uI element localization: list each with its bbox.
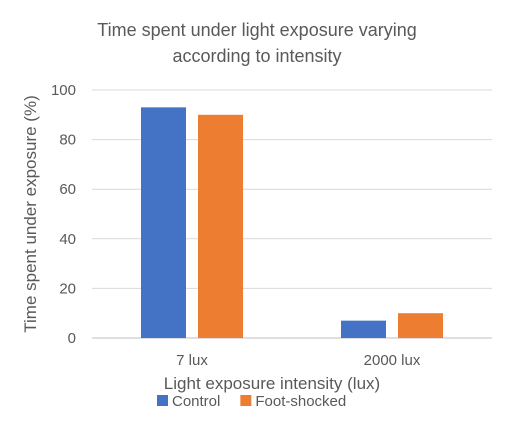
y-tick-label: 100 <box>51 82 76 99</box>
y-tick-label: 60 <box>59 181 76 198</box>
bar-control-1 <box>341 320 386 338</box>
y-axis-title: Time spent under exposure (%) <box>21 95 40 332</box>
legend: Control Foot-shocked <box>157 393 346 410</box>
legend-swatch <box>157 395 168 406</box>
bar-foot-shocked-0 <box>198 114 243 338</box>
chart-title-line-2: according to intensity <box>172 46 341 66</box>
legend-swatch <box>240 395 252 406</box>
bars <box>141 107 443 338</box>
y-tick-label: 20 <box>59 280 76 297</box>
x-axis-title: Light exposure intensity (lux) <box>164 374 380 393</box>
y-tick-label: 80 <box>59 132 76 149</box>
legend-label: Foot-shocked <box>255 393 346 410</box>
bar-control-0 <box>141 107 186 338</box>
y-tick-label: 40 <box>59 231 76 248</box>
y-tick-label: 0 <box>68 330 76 347</box>
chart-title-line-1: Time spent under light exposure varying <box>97 20 417 40</box>
x-axis-ticks: 7 lux 2000 lux <box>176 352 421 369</box>
x-tick-label: 2000 lux <box>364 352 421 369</box>
bar-foot-shocked-1 <box>398 313 443 338</box>
legend-label: Control <box>172 393 220 410</box>
y-axis-ticks: 0 20 40 60 80 100 <box>51 82 76 347</box>
x-tick-label: 7 lux <box>176 352 208 369</box>
